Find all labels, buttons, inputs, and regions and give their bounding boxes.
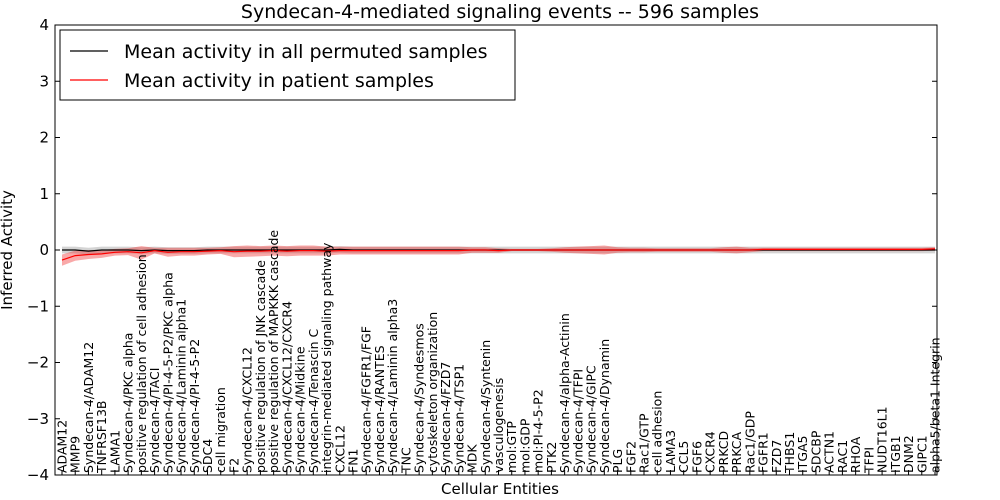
chart-title: Syndecan-4-mediated signaling events -- … [241,1,759,23]
x-tick-label: MDK [465,444,480,473]
line-patient [61,248,936,261]
x-tick-label: Syndecan-4/Laminin alpha3 [385,299,400,473]
x-tick-label: FGF2 [623,441,638,473]
x-tick-label: FZD7 [769,440,784,473]
y-tick-label: −2 [27,354,49,372]
x-tick-label: Syndecan-4/TSP1 [451,364,466,473]
x-tick-label: mol:GTP [504,421,519,473]
x-tick-label: Syndecan-4/PI-4-5-P2/PKC alpha [160,272,175,473]
y-tick-label: 2 [39,129,49,147]
y-tick-label: −3 [27,410,49,428]
x-tick-label: TNFRSF13B [94,401,109,474]
plot-frame [54,24,938,476]
y-ticks: −4 −3 −2 −1 0 1 2 3 4 [27,16,937,484]
x-tick-label: THBS1 [782,432,797,474]
x-tick-label: CXCL12 [332,425,347,473]
x-tick-label: Syndecan-4/ADAM12 [81,342,96,473]
x-tick-label: PLG [610,449,625,473]
band-patient [62,245,935,266]
x-tick-label: F2 [227,458,242,473]
x-tick-label: Syndecan-4/Syntenin [478,340,493,473]
x-tick-label: Syndecan-4/GIPC [584,365,599,473]
x-tick-label: SDC4 [200,439,215,473]
confidence-bands [62,245,935,266]
x-tick-label: cytoskeleton organization [425,312,440,473]
x-tick-label: RHOA [848,436,863,473]
x-tick-label: vasculogenesis [491,378,506,473]
legend: Mean activity in all permuted samples Me… [59,29,516,101]
x-tick-label: alpha5/beta1 Integrin [928,337,943,473]
x-tick-label: PTK2 [544,442,559,473]
x-tick-label: positive regulation of JNK cascade [253,260,268,473]
y-tick-label: 3 [39,72,49,90]
x-tick-label: positive regulation of MAPKKK cascade [266,230,281,473]
x-tick-label: CCL5 [676,441,691,473]
y-tick-label: −4 [27,466,49,484]
x-tick-label: LAMA3 [663,430,678,473]
x-tick-label: Syndecan-4/FGFR1/FGF [359,326,374,473]
x-tick-label: TNC [398,447,413,474]
x-tick-label: Rac1/GDP [742,411,757,473]
x-tick-label: Rac1/GTP [637,413,652,473]
x-tick-label: Syndecan-4/RANTES [372,345,387,473]
x-tick-label: integrin-mediated signaling pathway [319,242,334,473]
x-tick-label: PRKCD [716,431,731,473]
x-tick-label: ITGA5 [795,435,810,473]
x-tick-label: SDCBP [809,430,824,473]
x-tick-label: Syndecan-4/TFPI [570,369,585,473]
y-tick-label: −1 [27,297,49,315]
x-tick-label: RAC1 [835,440,850,473]
x-ticks: ADAM12MMP9Syndecan-4/ADAM12TNFRSF13BLAMA… [55,230,943,475]
x-tick-label: Syndecan-4/TACI [147,368,162,473]
legend-box [59,29,516,101]
x-tick-label: Syndecan-4/Dynamin [597,339,612,473]
x-tick-label: cell migration [213,387,228,473]
x-tick-label: GIPC1 [914,435,929,473]
y-axis-label: Inferred Activity [0,190,16,310]
x-tick-label: Syndecan-4/FZD7 [438,362,453,473]
x-tick-label: Syndecan-4/PKC alpha [121,333,136,473]
x-tick-label: ITGB1 [888,435,903,473]
x-tick-label: Syndecan-4/CXCL12 [240,347,255,473]
y-tick-label: 0 [39,241,49,259]
x-tick-label: Syndecan-4/PI-4-5-P2 [187,339,202,473]
x-tick-label: PRKCA [729,432,744,473]
x-tick-label: cell adhesion [650,391,665,473]
x-tick-label: FN1 [346,449,361,474]
y-tick-label: 4 [39,16,49,34]
x-tick-label: Syndecan-4/CXCL12/CXCR4 [279,301,294,473]
x-tick-label: DNM2 [901,435,916,473]
x-tick-label: NUDT16L1 [875,406,890,473]
x-tick-label: Syndecan-4/Laminin alpha1 [174,299,189,473]
series-lines [61,248,936,261]
x-tick-label: FGFR1 [756,432,771,473]
x-tick-label: mol:PI-4-5-P2 [531,389,546,473]
legend-label-patient: Mean activity in patient samples [124,70,434,92]
x-tick-label: MMP9 [68,436,83,473]
x-tick-label: ACTN1 [822,431,837,473]
x-tick-label: positive regulation of cell adhesion [134,254,149,473]
x-tick-label: Syndecan-4/Syndesmos [412,323,427,473]
x-tick-label: ADAM12 [55,420,70,473]
y-tick-label: 1 [39,185,49,203]
x-tick-label: LAMA1 [107,430,122,473]
x-tick-label: Syndecan-4/Midkine [293,346,308,473]
x-tick-label: Syndecan-4/Tenascin C [306,328,321,473]
x-tick-label: CXCR4 [703,431,718,473]
x-tick-label: FGF6 [689,441,704,473]
x-tick-label: mol:GDP [518,418,533,473]
x-axis-label: Cellular Entities [441,480,559,498]
legend-label-permuted: Mean activity in all permuted samples [124,41,487,63]
x-tick-label: TFPI [861,447,876,474]
x-tick-label: Syndecan-4/alpha-Actinin [557,313,572,473]
